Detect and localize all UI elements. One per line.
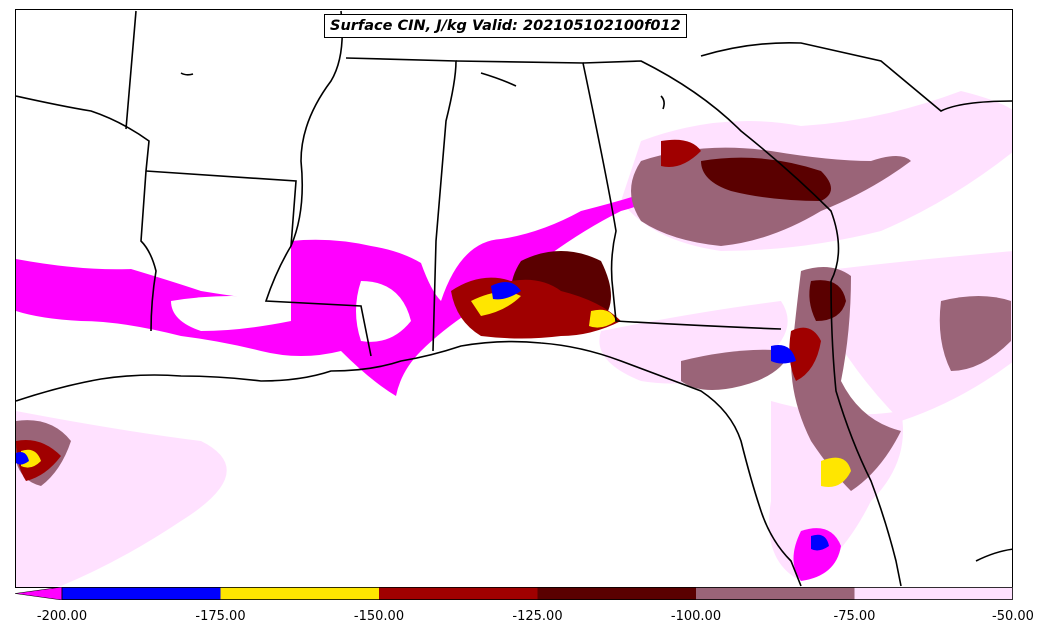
colorbar-tick-label: -125.00 [512, 609, 563, 624]
map-panel [15, 9, 1013, 588]
cin-blue-regions [16, 282, 829, 551]
colorbar-bin-5 [854, 587, 1013, 600]
colorbar-tick-label: -150.00 [353, 609, 405, 624]
colorbar-tick-label: -100.00 [670, 609, 722, 624]
colorbar-tick-label: -175.00 [195, 609, 246, 624]
colorbar-bin-1 [220, 587, 379, 600]
colorbar-bin-2 [379, 587, 538, 600]
colorbar-tick-label: -50.00 [992, 609, 1034, 624]
cin-yellow-regions [21, 292, 851, 487]
colorbar-outline [61, 587, 1013, 600]
colorbar-bin-4 [696, 587, 855, 600]
colorbar [15, 587, 1013, 600]
cin-map [16, 10, 1012, 587]
colorbar-bin-0 [62, 587, 221, 600]
state-borders [16, 10, 1012, 587]
map-title: Surface CIN, J/kg Valid: 202105102100f01… [324, 14, 687, 38]
colorbar-extend-triangle [15, 587, 63, 600]
colorbar-tick-label: -75.00 [833, 609, 876, 624]
colorbar-bin-3 [537, 587, 696, 600]
cin-dark-maroon-regions [511, 157, 846, 326]
cin-white-holes [171, 281, 411, 342]
colorbar-tick-label: -200.00 [36, 609, 88, 624]
